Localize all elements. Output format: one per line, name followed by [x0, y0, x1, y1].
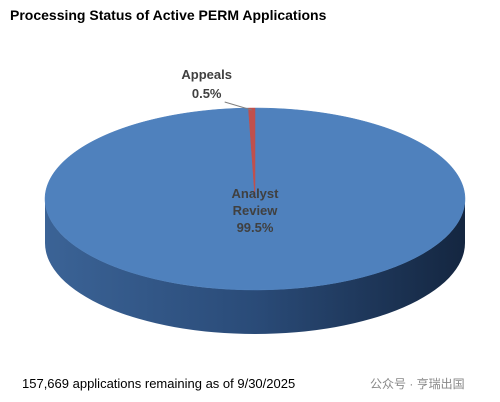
slice-side [45, 199, 465, 334]
leader-line [224, 101, 252, 111]
value-label: 0.5% [191, 86, 222, 101]
footnote: 157,669 applications remaining as of 9/3… [22, 376, 295, 391]
slice [248, 107, 256, 200]
chart-title: Processing Status of Active PERM Applica… [10, 7, 327, 23]
slice-label: Appeals [181, 67, 232, 82]
slice-label: Analyst Review [231, 186, 279, 218]
value-label: 99.5% [236, 220, 274, 235]
watermark: 公众号 · 亨瑞出国 [370, 376, 465, 391]
